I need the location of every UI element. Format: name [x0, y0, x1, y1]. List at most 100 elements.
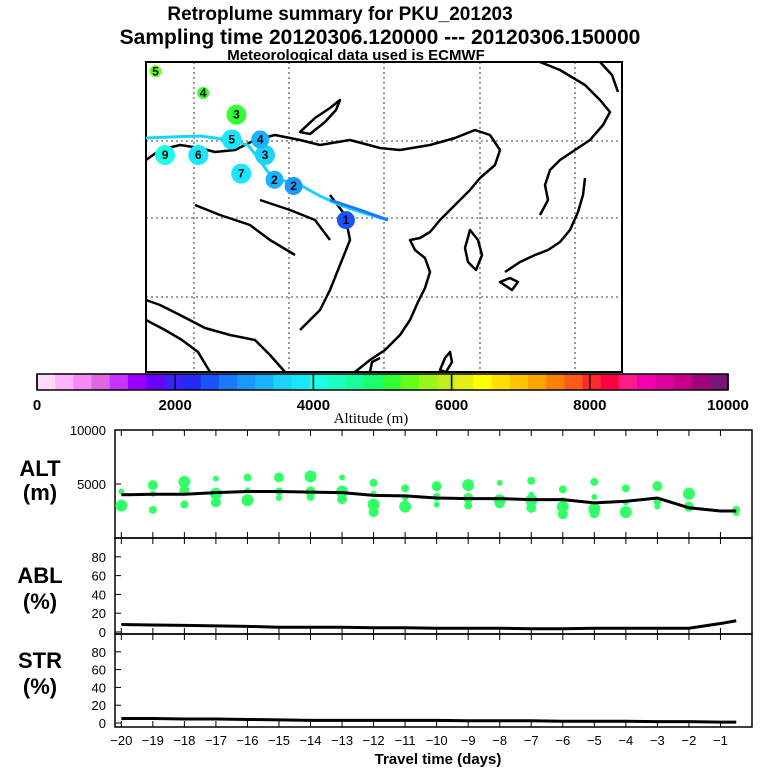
- abl-panel-frame: [114, 537, 753, 635]
- alt-yticks: 10000 5000: [70, 423, 121, 492]
- colorbar-cell: [73, 374, 93, 390]
- x-axis-label: Travel time (days): [375, 751, 502, 768]
- map-point: [188, 145, 209, 165]
- colorbar-cell: [546, 374, 565, 390]
- map-point: [255, 145, 275, 165]
- alt-scatter-point: [147, 480, 158, 491]
- alt-scatter-point: [273, 472, 284, 483]
- x-tick-label: −3: [650, 733, 665, 748]
- alt-scatter-point: [527, 476, 536, 485]
- x-tick-label: −1: [713, 733, 728, 748]
- alt-scatter-point: [557, 509, 568, 520]
- alt-scatter-point: [399, 500, 412, 513]
- title-line-1: Retroplume summary for PKU_201203: [167, 4, 512, 25]
- x-tick-label: −12: [363, 733, 385, 748]
- alt-scatter-point: [682, 487, 695, 500]
- alt-scatter-point: [368, 507, 379, 518]
- x-tick-label: −19: [142, 733, 164, 748]
- str-panel: STR (%) 80 60 40 20 0: [18, 633, 753, 731]
- map-point-label: 3: [262, 148, 269, 162]
- colorbar-cell: [527, 374, 547, 390]
- colorbar-cell: [418, 374, 438, 390]
- map-point-label: 1: [343, 213, 350, 227]
- colorbar-cell: [491, 374, 511, 390]
- alt-scatter-point: [339, 474, 346, 481]
- alt-scatter-point: [433, 501, 440, 508]
- colorbar-cell: [600, 374, 620, 390]
- alt-scatter-point: [591, 493, 598, 500]
- colorbar-cell: [255, 374, 274, 390]
- map-point: [155, 145, 176, 165]
- map-point: [149, 65, 162, 78]
- alt-scatter-point: [115, 499, 128, 512]
- x-tick-label: −6: [555, 733, 570, 748]
- colorbar-cell: [437, 374, 456, 390]
- map-point: [265, 170, 284, 189]
- map-point-label: 2: [290, 179, 297, 193]
- alt-scatter-point: [556, 500, 569, 513]
- colorbar-cell: [364, 374, 383, 390]
- alt-panel: ALT (m) 10000 5000: [19, 423, 753, 539]
- colorbar-cell: [200, 374, 220, 390]
- colorbar-cell: [109, 374, 129, 390]
- str-line: [121, 717, 737, 724]
- colorbar-tick-label: 10000: [707, 397, 749, 414]
- alt-scatter-point: [558, 485, 567, 494]
- alt-scatter-point: [494, 498, 505, 509]
- map-point-label: 7: [238, 167, 245, 181]
- altitude-colorbar: 0 2000 4000 6000 8000 10000 Altitude (m): [33, 373, 749, 427]
- abl-ytick-label: 40: [92, 587, 106, 602]
- colorbar-tick-label: 2000: [159, 397, 192, 414]
- map-point: [336, 211, 355, 230]
- colorbar-cell: [309, 374, 329, 390]
- colorbar-cell: [473, 374, 493, 390]
- x-axis-ticks: −20 −19 −18 −17 −16 −15 −14 −13 −12 −11 −10 −9 −8 −7 −…: [110, 430, 753, 748]
- x-tick-label: −9: [461, 733, 476, 748]
- str-ytick-label: 0: [99, 716, 106, 731]
- map-point-label: 3: [233, 108, 240, 122]
- alt-scatter-point: [212, 475, 219, 482]
- map-point-label: 4: [257, 133, 264, 147]
- x-tick-label: −11: [395, 733, 416, 748]
- map-point: [197, 87, 210, 99]
- map-point: [284, 177, 303, 195]
- str-ytick-label: 60: [92, 663, 106, 678]
- alt-ytick-label: 10000: [70, 423, 106, 438]
- x-tick-label: −2: [682, 733, 697, 748]
- colorbar-cell: [164, 374, 183, 390]
- colorbar-cell: [237, 374, 256, 390]
- map-point: [251, 130, 270, 149]
- alt-scatter-point: [526, 502, 537, 513]
- alt-scatter-point: [621, 484, 630, 493]
- alt-scatter-point: [462, 479, 475, 492]
- alt-scatter-point: [464, 501, 473, 510]
- str-panel-unit: (%): [23, 674, 57, 699]
- alt-scatter-points: [115, 470, 741, 520]
- str-panel-label: STR: [18, 648, 62, 673]
- abl-ytick-label: 60: [92, 569, 106, 584]
- colorbar-cell: [691, 374, 711, 390]
- alt-scatter-point: [337, 494, 348, 505]
- alt-scatter-point: [148, 505, 157, 514]
- colorbar-cell: [382, 374, 402, 390]
- alt-scatter-point: [306, 492, 315, 501]
- alt-scatter-point: [496, 479, 503, 486]
- map-point-label: 4: [200, 86, 207, 100]
- colorbar-tick-label: 8000: [573, 397, 606, 414]
- colorbar-ticks: 0 2000 4000 6000 8000 10000: [33, 374, 749, 414]
- x-tick-label: −8: [492, 733, 507, 748]
- colorbar-cell: [509, 374, 529, 390]
- x-tick-label: −18: [173, 733, 195, 748]
- x-tick-label: −14: [299, 733, 321, 748]
- x-tick-label: −17: [205, 733, 227, 748]
- x-tick-label: −13: [331, 733, 353, 748]
- map-point: [231, 163, 252, 184]
- colorbar-cell: [91, 374, 111, 390]
- title-line-2: Sampling time 20120306.120000 --- 201203…: [120, 26, 641, 49]
- title-line-3: Meteorological data used is ECMWF: [227, 47, 485, 64]
- str-yticks: 80 60 40 20 0: [92, 645, 121, 731]
- str-ytick-label: 40: [92, 680, 106, 695]
- abl-line: [121, 619, 737, 631]
